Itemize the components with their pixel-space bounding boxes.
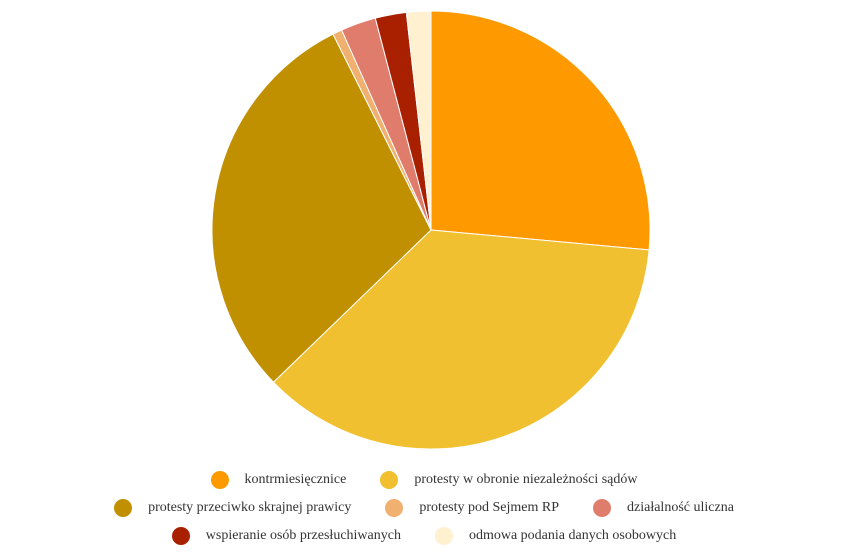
legend-label: protesty przeciwko skrajnej prawicy [148,500,352,515]
legend-swatch [210,471,229,489]
pie-slice-0 [430,10,651,251]
legend-item[interactable]: protesty przeciwko skrajnej prawicy [114,499,351,517]
legend-item[interactable]: odmowa podania danych osobowych [434,527,677,545]
legend-label: protesty pod Sejmem RP [419,500,560,515]
legend-swatch [114,499,133,517]
legend-label: protesty w obronie niezależności sądów [414,472,638,487]
pie-slice-1 [272,229,650,450]
legend-label: działalność uliczna [627,500,734,515]
chart-legend: kontrmiesięcznice protesty w obronie niez… [0,466,848,550]
legend-swatch [434,527,453,545]
legend-swatch [380,471,399,489]
legend-label: wspieranie osób przesłuchiwanych [205,528,401,543]
legend-swatch [171,527,190,545]
legend-swatch [593,499,612,517]
legend-swatch [385,499,404,517]
legend-item[interactable]: wspieranie osób przesłuchiwanych [171,527,401,545]
legend-label: odmowa podania danych osobowych [468,528,677,543]
legend-item[interactable]: protesty pod Sejmem RP [385,499,559,517]
legend-label: kontrmiesięcznice [244,472,347,487]
legend-item[interactable]: protesty w obronie niezależności sądów [380,471,638,489]
legend-item[interactable]: kontrmiesięcznice [210,471,347,489]
pie-slice-6 [405,10,432,231]
legend-item[interactable]: działalność uliczna [593,499,734,517]
legend-row: wspieranie osób przesłuchiwanych odmowa p… [0,522,848,550]
legend-row: kontrmiesięcznice protesty w obronie niez… [0,466,848,494]
legend-row: protesty przeciwko skrajnej prawicy prote… [0,494,848,522]
